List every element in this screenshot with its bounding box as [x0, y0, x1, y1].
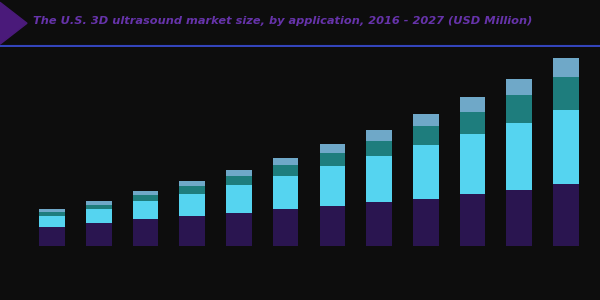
Bar — [413, 145, 439, 199]
Bar — [366, 202, 392, 246]
Bar — [460, 112, 485, 134]
Bar — [320, 166, 345, 206]
Bar — [39, 216, 65, 227]
Bar — [133, 195, 158, 201]
Bar — [506, 95, 532, 123]
Bar — [553, 110, 579, 184]
Bar — [226, 170, 252, 176]
Bar — [413, 114, 439, 126]
Bar — [506, 123, 532, 190]
Bar — [133, 201, 158, 219]
Bar — [39, 209, 65, 212]
Bar — [506, 79, 532, 95]
Polygon shape — [0, 2, 27, 44]
Bar — [179, 194, 205, 216]
Bar — [413, 126, 439, 145]
Bar — [226, 185, 252, 213]
Bar — [86, 205, 112, 209]
Bar — [179, 186, 205, 194]
Bar — [460, 98, 485, 112]
Bar — [506, 190, 532, 246]
Bar — [39, 227, 65, 246]
Bar — [366, 130, 392, 141]
Text: The U.S. 3D ultrasound market size, by application, 2016 - 2027 (USD Million): The U.S. 3D ultrasound market size, by a… — [33, 16, 532, 26]
Bar — [39, 212, 65, 216]
Bar — [133, 190, 158, 195]
Bar — [226, 176, 252, 185]
Bar — [273, 209, 298, 246]
Bar — [320, 153, 345, 166]
Bar — [366, 141, 392, 156]
Bar — [133, 219, 158, 246]
Bar — [553, 58, 579, 77]
Bar — [273, 166, 298, 176]
Bar — [460, 134, 485, 194]
Bar — [366, 156, 392, 203]
Bar — [320, 144, 345, 153]
Bar — [320, 206, 345, 246]
Bar — [86, 201, 112, 205]
Bar — [86, 223, 112, 246]
Bar — [179, 216, 205, 246]
Bar — [413, 199, 439, 246]
Bar — [553, 77, 579, 110]
Bar — [179, 181, 205, 186]
Bar — [86, 209, 112, 223]
Bar — [226, 213, 252, 246]
Bar — [553, 184, 579, 246]
Bar — [460, 194, 485, 246]
Bar — [273, 176, 298, 209]
Bar — [273, 158, 298, 166]
